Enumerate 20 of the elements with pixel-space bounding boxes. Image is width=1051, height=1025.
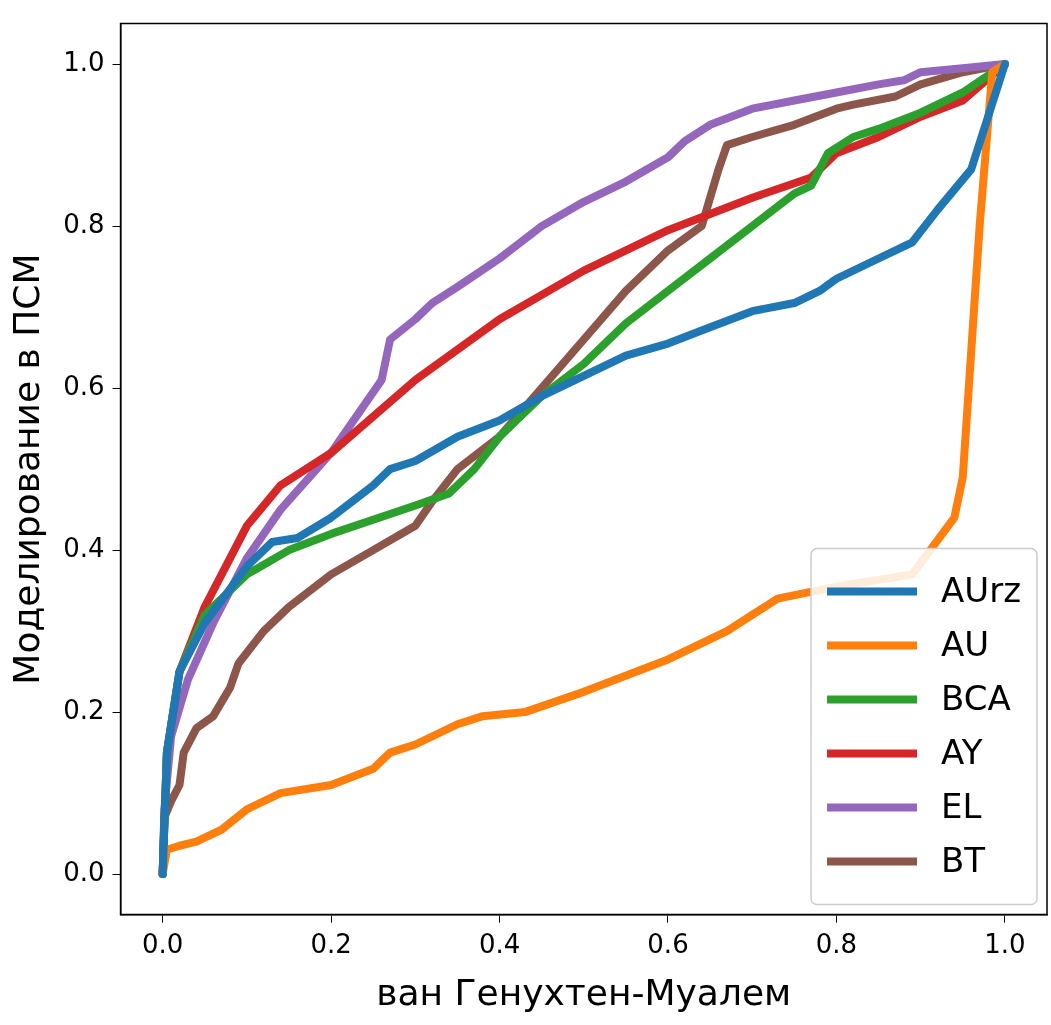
x-axis-title: ван Генухтен-Муалем: [376, 971, 792, 1013]
y-tick-label: 0.8: [63, 208, 105, 239]
y-tick-label: 0.0: [63, 856, 105, 887]
x-tick-label: 0.6: [647, 928, 689, 959]
legend-label: AU: [941, 624, 990, 665]
legend-label: BCA: [941, 678, 1011, 719]
y-tick-label: 0.6: [63, 370, 105, 401]
legend-label: BT: [941, 840, 986, 881]
x-tick-label: 0.4: [478, 928, 521, 959]
legend-label: EL: [941, 786, 982, 827]
y-tick-label: 0.4: [63, 532, 105, 563]
x-tick-label: 0.8: [815, 928, 858, 959]
y-axis-title: Моделирование в ПСМ: [5, 253, 47, 685]
legend-label: AUrz: [941, 570, 1022, 611]
x-tick-label: 1.0: [984, 928, 1026, 959]
x-tick-label: 0.2: [310, 928, 352, 959]
x-tick-label: 0.0: [141, 928, 184, 959]
y-tick-label: 0.2: [63, 694, 105, 725]
y-tick-label: 1.0: [63, 46, 105, 77]
legend-label: AY: [941, 732, 983, 773]
